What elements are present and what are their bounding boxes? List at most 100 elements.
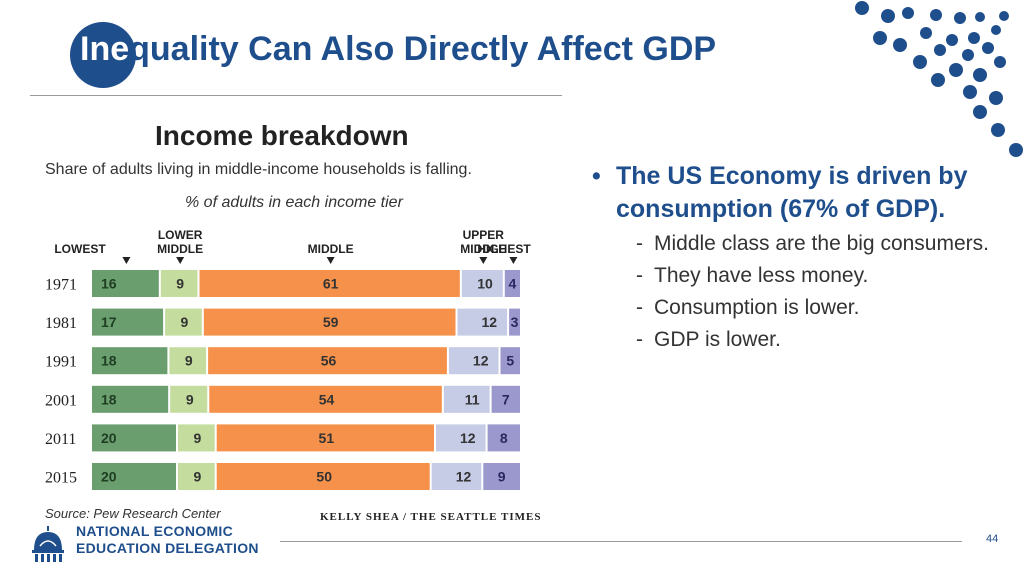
bar-segment (203, 308, 456, 336)
dash-marker: - (636, 328, 643, 351)
value-label: 11 (465, 391, 480, 407)
value-label: 17 (101, 314, 117, 330)
value-label: 9 (185, 353, 193, 369)
bar-segment (487, 424, 520, 452)
year-label: 2011 (45, 431, 76, 448)
value-label: 54 (319, 391, 335, 407)
dash-marker: - (636, 264, 643, 287)
value-label: 51 (319, 430, 335, 446)
sub-bullet-text: They have less money. (654, 264, 869, 287)
bar-segment (92, 385, 169, 413)
value-label: 10 (477, 276, 493, 292)
year-label: 1991 (45, 354, 77, 371)
sub-bullet-text: GDP is lower. (654, 328, 781, 351)
bar-segment (160, 270, 198, 297)
year-label: 2015 (45, 470, 77, 487)
dash-marker: - (636, 232, 643, 255)
value-label: 12 (473, 353, 489, 369)
legend-label: HIGHEST (477, 242, 531, 256)
bar-segment (483, 463, 520, 490)
legend-label: LOWER (158, 228, 203, 242)
bar-segment (169, 347, 207, 375)
value-label: 18 (101, 353, 117, 369)
year-label: 1971 (45, 277, 77, 294)
legend-label: MIDDLE (308, 242, 354, 256)
legend-pointer (326, 257, 335, 264)
bar-segment (436, 424, 486, 452)
bar-segment (209, 385, 442, 413)
value-label: 9 (186, 391, 194, 407)
logo-line1: NATIONAL ECONOMIC (76, 523, 234, 539)
legend-label: UPPER (463, 228, 505, 242)
logo-line2: EDUCATION DELEGATION (76, 540, 259, 556)
bar-segment (216, 424, 434, 452)
value-label: 3 (511, 314, 519, 330)
value-label: 12 (482, 314, 498, 330)
bar-segment (165, 308, 202, 336)
page-number: 44 (986, 533, 999, 545)
value-label: 9 (193, 430, 201, 446)
bar-segment (92, 270, 159, 297)
sub-bullet-text: Middle class are the big consumers. (654, 232, 989, 255)
bar-segment (92, 347, 168, 375)
sub-bullet: - They have less money. (592, 262, 1012, 290)
organization-logo: NATIONAL ECONOMIC EDUCATION DELEGATION (28, 520, 278, 568)
bar-segment (500, 347, 520, 375)
bar-segment (92, 463, 176, 490)
bar-segment (216, 463, 430, 490)
chart-source: Source: Pew Research Center (45, 506, 221, 521)
bar-segment (178, 463, 215, 490)
chart-title: Income breakdown (155, 120, 409, 151)
value-label: 61 (323, 276, 339, 292)
decorative-dot-pattern (855, 1, 1023, 157)
bar-segment (199, 270, 460, 297)
bar-segment (491, 385, 520, 413)
bar-segment (448, 347, 499, 375)
legend-label: MIDDLE (157, 242, 203, 256)
income-breakdown-chart: Income breakdown Share of adults living … (45, 120, 541, 523)
value-label: 56 (321, 353, 337, 369)
value-label: 18 (101, 391, 117, 407)
year-label: 1981 (45, 315, 77, 332)
bar-segment (178, 424, 215, 452)
chart-credit: KELLY SHEA / THE SEATTLE TIMES (320, 511, 541, 523)
title-highlight: Ine (80, 30, 130, 68)
title-circle-decoration (70, 22, 136, 88)
value-label: 9 (181, 314, 189, 330)
bar-segment (443, 385, 490, 413)
value-label: 9 (193, 469, 201, 485)
legend-pointer (479, 257, 488, 264)
logo-text: NATIONAL ECONOMIC EDUCATION DELEGATION (76, 523, 259, 557)
value-label: 8 (500, 430, 508, 446)
value-label: 9 (176, 276, 184, 292)
bar-segment (208, 347, 447, 375)
legend-pointer (122, 257, 131, 264)
chart-rows: 1971 16 9 61 10 4 1981 17 9 59 12 3 1991 18 9 56 12 5 2001… (45, 270, 520, 490)
value-label: 7 (502, 391, 510, 407)
capitol-dome-icon (32, 526, 64, 562)
value-label: 20 (101, 430, 117, 446)
slide-title: Inequality Can Also Directly Affect GDP (80, 30, 716, 69)
sub-bullet: - Consumption is lower. (592, 294, 1012, 322)
bar-segment (504, 270, 520, 297)
title-divider (30, 95, 562, 96)
footer-divider (280, 541, 962, 542)
legend-label: MIDDLE (460, 242, 506, 256)
legend-pointer (176, 257, 185, 264)
title-rest: quality Can Also Directly Affect GDP (129, 30, 717, 68)
chart-axis-note: % of adults in each income tier (185, 194, 404, 211)
bullet-dot: • (592, 162, 601, 190)
main-bullet: • The US Economy is driven by consumption… (592, 160, 1012, 226)
value-label: 5 (506, 353, 514, 369)
value-label: 12 (460, 430, 476, 446)
bullet-list: • The US Economy is driven by consumption… (592, 160, 1012, 354)
sub-bullet: - GDP is lower. (592, 326, 1012, 354)
legend-label: LOWEST (54, 242, 106, 256)
bar-segment (461, 270, 503, 297)
value-label: 16 (101, 276, 117, 292)
bar-segment (92, 308, 164, 336)
value-label: 50 (316, 469, 332, 485)
value-label: 20 (101, 469, 117, 485)
value-label: 12 (456, 469, 472, 485)
